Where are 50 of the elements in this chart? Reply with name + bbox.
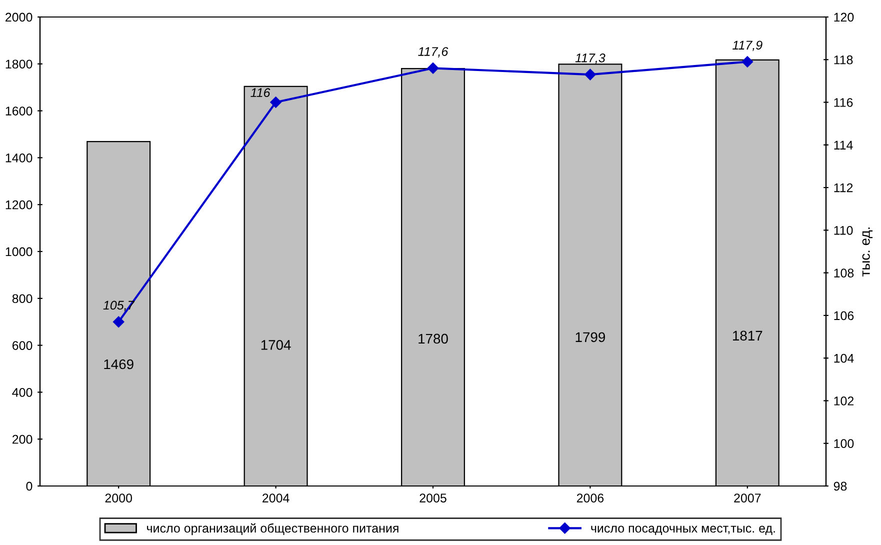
y2-tick-label: 118 <box>834 55 853 64</box>
y-tick-label: 1800 <box>6 60 32 69</box>
y2-tick-label: 112 <box>834 183 853 192</box>
x-tick-label: 2004 <box>262 494 290 502</box>
y2-tick-label: 108 <box>834 268 854 278</box>
data-label: 1469 <box>104 359 134 370</box>
point <box>584 68 596 80</box>
y2-tick-label: 110 <box>834 226 853 235</box>
point <box>112 316 124 328</box>
y-tick-label: 1000 <box>6 247 32 256</box>
data-label: 1704 <box>261 340 291 350</box>
y2-tick-label: 100 <box>834 439 854 448</box>
bar <box>86 140 151 486</box>
y-tick-label: 200 <box>12 434 32 444</box>
bar <box>558 64 622 486</box>
y-tick-label: 600 <box>12 341 32 350</box>
bar <box>244 86 308 486</box>
y-tick-label: 800 <box>12 294 32 304</box>
y2-tick-label: 116 <box>834 98 853 107</box>
y2-tick-label: 102 <box>834 396 854 406</box>
y-tick-label: 1200 <box>6 200 32 210</box>
point <box>270 96 282 108</box>
data-label: 1799 <box>576 332 605 342</box>
data-label: 1780 <box>418 334 448 344</box>
x-tick-label: 2006 <box>576 494 604 502</box>
y2-tick-label: 106 <box>834 311 854 320</box>
y2-tick-label: 104 <box>834 354 854 363</box>
point <box>742 56 754 68</box>
data-label: 117,9 <box>732 40 762 52</box>
y-tick-label: 1400 <box>6 154 32 162</box>
point <box>427 62 439 74</box>
y-tick-label: 0 <box>26 482 32 491</box>
data-label: 117,6 <box>418 47 448 58</box>
x-tick-label: 2000 <box>105 494 132 502</box>
y-tick-label: 400 <box>12 388 32 397</box>
y-tick-label: 2000 <box>6 12 32 22</box>
data-label: 116 <box>250 88 270 98</box>
x-tick-label: 2005 <box>420 494 446 502</box>
bar <box>401 68 465 486</box>
y2-tick-label: 114 <box>834 140 853 150</box>
y2-tick-label: 120 <box>834 12 854 22</box>
x-tick-label: 2007 <box>734 494 761 502</box>
data-label: 1817 <box>733 330 762 341</box>
y2-axis-title: тыс. ед. <box>862 228 873 276</box>
bar <box>715 59 780 486</box>
legend-label: число посадочных мест,тыс. ед. <box>591 526 775 536</box>
legend-label: число организаций общественного питания <box>147 523 398 536</box>
data-label: 117,3 <box>575 54 606 64</box>
y2-tick-label: 98 <box>834 482 847 491</box>
y-tick-label: 1600 <box>6 106 32 116</box>
